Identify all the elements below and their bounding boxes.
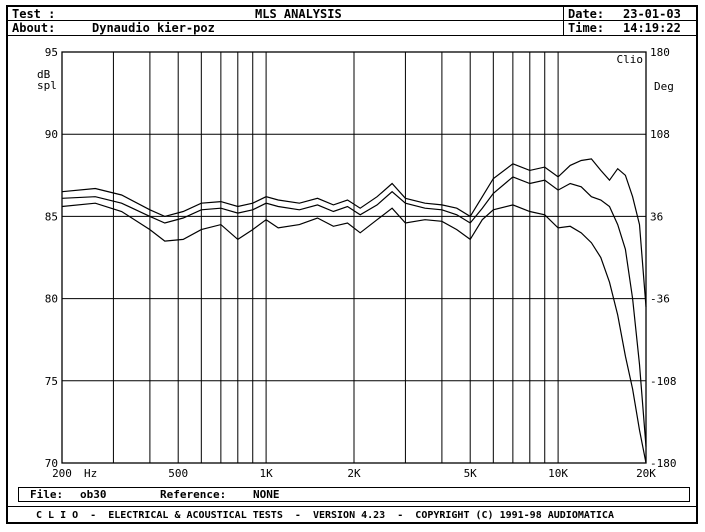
time-label: Time: <box>568 21 605 35</box>
x-unit-label: Hz <box>84 467 97 480</box>
y-tick-label: 85 <box>45 210 58 223</box>
y2-tick-label: -108 <box>650 375 677 388</box>
page-title: MLS ANALYSIS <box>255 7 342 21</box>
date-value: 23-01-03 <box>623 7 681 21</box>
about-value: Dynaudio kier-poz <box>92 21 215 35</box>
left-unit-label: dB <box>37 68 51 81</box>
x-tick-label: 10K <box>548 467 568 480</box>
x-tick-label: 1K <box>259 467 273 480</box>
date-label: Date: <box>568 7 605 21</box>
footer-banner: C L I O - ELECTRICAL & ACOUSTICAL TESTS … <box>36 510 614 521</box>
x-tick-label: 200 <box>52 467 72 480</box>
y2-tick-label: -36 <box>650 293 670 306</box>
series-line-2 <box>61 176 647 447</box>
header-bottom-rule <box>7 35 697 36</box>
series-line-3 <box>61 202 647 464</box>
time-value: 14:19:22 <box>623 21 681 35</box>
file-value: ob30 <box>80 488 107 501</box>
y2-tick-label: 108 <box>650 128 670 141</box>
series-group <box>61 158 647 464</box>
y2-tick-label: -180 <box>650 457 677 470</box>
header-date-separator <box>563 6 564 35</box>
series-line-1 <box>61 158 647 307</box>
y2-tick-label: 180 <box>650 46 670 59</box>
reference-label: Reference: <box>160 488 227 501</box>
x-tick-label: 2K <box>347 467 361 480</box>
reference-value: NONE <box>253 488 280 501</box>
x-tick-label: 5K <box>464 467 478 480</box>
vertical-grid <box>112 52 559 463</box>
left-unit-label: spl <box>37 79 57 92</box>
axis-labels: 95 180 90 108 85 36 80 -36 75 -108 70 -180 200 500 1K 2… <box>37 46 677 480</box>
plot-border <box>61 51 647 464</box>
about-label: About: <box>12 21 56 35</box>
window-frame <box>6 5 698 524</box>
horizontal-grid <box>62 133 646 382</box>
test-label: Test : <box>12 7 56 21</box>
y-tick-label: 90 <box>45 128 58 141</box>
y-tick-label: 75 <box>45 375 58 388</box>
right-unit-label: Deg <box>654 80 674 93</box>
x-tick-label: 20K <box>636 467 656 480</box>
y-tick-label: 80 <box>45 293 58 306</box>
footer-rule <box>7 506 697 507</box>
x-tick-label: 500 <box>168 467 188 480</box>
clio-label: Clio <box>617 53 644 66</box>
file-box <box>18 487 690 502</box>
y2-tick-label: 36 <box>650 210 663 223</box>
y-tick-label: 95 <box>45 46 58 59</box>
file-label: File: <box>30 488 64 501</box>
y-tick-label: 70 <box>45 457 58 470</box>
header-divider <box>7 20 697 21</box>
